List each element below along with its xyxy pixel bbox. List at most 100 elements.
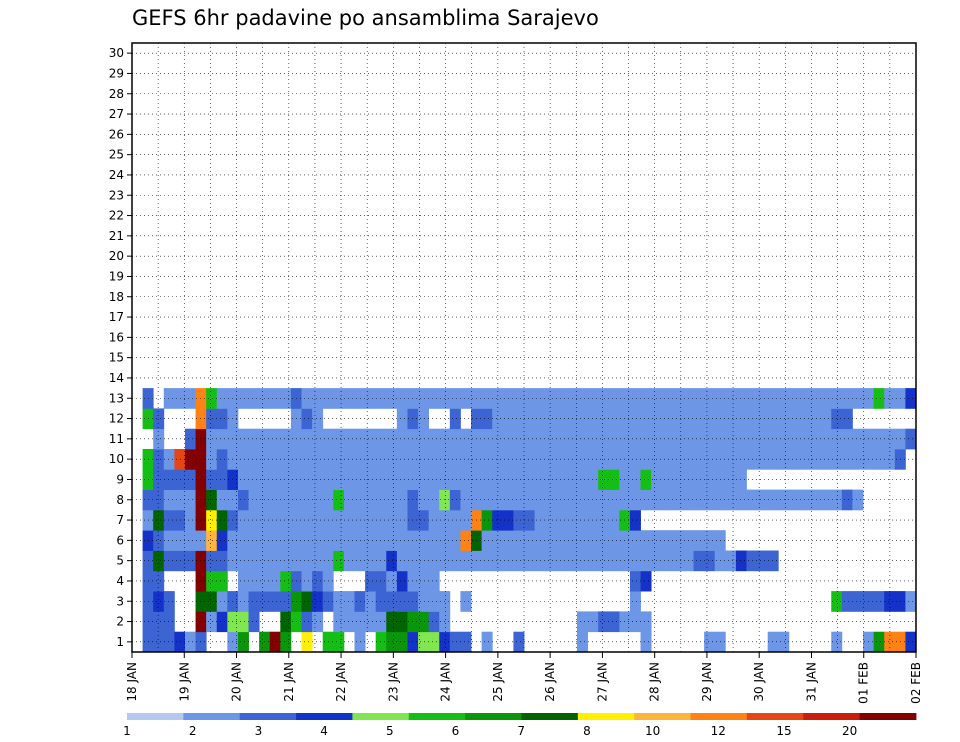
heatmap-cell — [195, 509, 207, 531]
heatmap-cell — [545, 408, 557, 430]
colorbar-swatch — [465, 713, 522, 720]
heatmap-cell — [778, 408, 790, 430]
heatmap-cell — [396, 530, 408, 551]
heatmap-cell — [481, 428, 493, 450]
heatmap-cell — [312, 591, 324, 612]
x-tick-label: 19 JAN — [177, 662, 191, 702]
heatmap-cell — [269, 591, 281, 612]
heatmap-cell — [481, 550, 493, 572]
y-tick-label: 15 — [109, 351, 124, 365]
heatmap-cell — [778, 489, 790, 511]
x-tick-label: 18 JAN — [125, 662, 139, 702]
y-tick-label: 25 — [109, 148, 124, 162]
heatmap-cell — [661, 530, 673, 551]
chart-title: GEFS 6hr padavine po ansamblima Sarajevo — [132, 6, 599, 30]
heatmap-cell — [629, 591, 641, 612]
heatmap-cell — [354, 449, 366, 470]
heatmap-cell — [418, 509, 430, 531]
heatmap-cell — [841, 428, 853, 450]
heatmap-cell — [587, 509, 599, 531]
heatmap-cell — [216, 509, 228, 531]
heatmap-cell — [195, 631, 207, 653]
heatmap-cell — [375, 611, 387, 633]
heatmap-cell — [735, 449, 747, 470]
y-tick-label: 29 — [109, 66, 124, 80]
heatmap-cell — [301, 469, 313, 490]
heatmap-cell — [301, 591, 313, 612]
heatmap-cell — [365, 489, 377, 511]
heatmap-cell — [206, 591, 218, 612]
heatmap-cell — [216, 550, 228, 572]
heatmap-cell — [566, 449, 578, 470]
heatmap-cell — [237, 631, 249, 653]
heatmap-cell — [396, 388, 408, 409]
heatmap-cell — [757, 408, 769, 430]
heatmap-cell — [428, 449, 440, 470]
heatmap-cell — [576, 489, 588, 511]
heatmap-cell — [576, 428, 588, 450]
heatmap-cell — [174, 469, 186, 490]
x-axis: 18 JAN 19 JAN 20 JAN 21 JAN 22 JAN 23 JAN 24 J… — [125, 652, 923, 704]
heatmap-cell — [661, 550, 673, 572]
colorbar-swatch — [127, 713, 184, 720]
heatmap-cell — [767, 449, 779, 470]
heatmap-cell — [513, 631, 525, 653]
heatmap-cell — [672, 388, 684, 409]
heatmap-cell — [248, 428, 260, 450]
heatmap-cell — [820, 449, 832, 470]
heatmap-cell — [163, 611, 175, 633]
heatmap-cell — [248, 570, 260, 592]
heatmap-cell — [312, 388, 324, 409]
heatmap-cell — [206, 489, 218, 511]
heatmap-cell — [629, 449, 641, 470]
heatmap-cell — [343, 509, 355, 531]
heatmap-cell — [428, 428, 440, 450]
heatmap-cell — [195, 591, 207, 612]
heatmap-cell — [555, 408, 567, 430]
heatmap-cell — [778, 388, 790, 409]
heatmap-cell — [248, 388, 260, 409]
heatmap-cell — [333, 509, 345, 531]
heatmap-cell — [216, 469, 228, 490]
heatmap-cell — [153, 509, 165, 531]
heatmap-cell — [841, 591, 853, 612]
heatmap-cell — [524, 530, 535, 551]
heatmap-cell — [269, 489, 281, 511]
heatmap-cell — [333, 631, 345, 653]
heatmap-cell — [269, 388, 281, 409]
heatmap-cell — [312, 509, 324, 531]
heatmap-cell — [354, 469, 366, 490]
heatmap-cell — [460, 449, 472, 470]
heatmap-cell — [206, 570, 218, 592]
heatmap-cell — [513, 428, 525, 450]
heatmap-cell — [735, 408, 747, 430]
heatmap-cell — [418, 550, 430, 572]
heatmap-cell — [608, 550, 620, 572]
heatmap-cell — [545, 530, 557, 551]
y-tick-label: 13 — [109, 391, 124, 405]
heatmap-cell — [598, 550, 610, 572]
y-tick-label: 20 — [109, 249, 124, 263]
heatmap-cell — [206, 509, 218, 531]
colorbar-label: 10 — [645, 724, 660, 738]
heatmap-cell — [640, 631, 652, 653]
heatmap-cell — [418, 489, 430, 511]
heatmap-cell — [810, 428, 822, 450]
y-tick-label: 19 — [109, 269, 124, 283]
y-tick-label: 4 — [116, 574, 124, 588]
heatmap-cell — [418, 428, 430, 450]
heatmap-cell — [153, 631, 165, 653]
heatmap-cell — [587, 428, 599, 450]
y-tick-label: 6 — [116, 533, 124, 547]
heatmap-cell — [301, 611, 313, 633]
heatmap-cell — [269, 509, 281, 531]
heatmap-cell — [449, 469, 461, 490]
heatmap-cell — [841, 408, 853, 430]
heatmap-cell — [396, 408, 408, 430]
heatmap-cell — [206, 408, 218, 430]
heatmap-cell — [248, 611, 260, 633]
heatmap-cell — [237, 611, 249, 633]
heatmap-cell — [608, 469, 620, 490]
heatmap-cell — [195, 530, 207, 551]
heatmap-cell — [746, 388, 758, 409]
